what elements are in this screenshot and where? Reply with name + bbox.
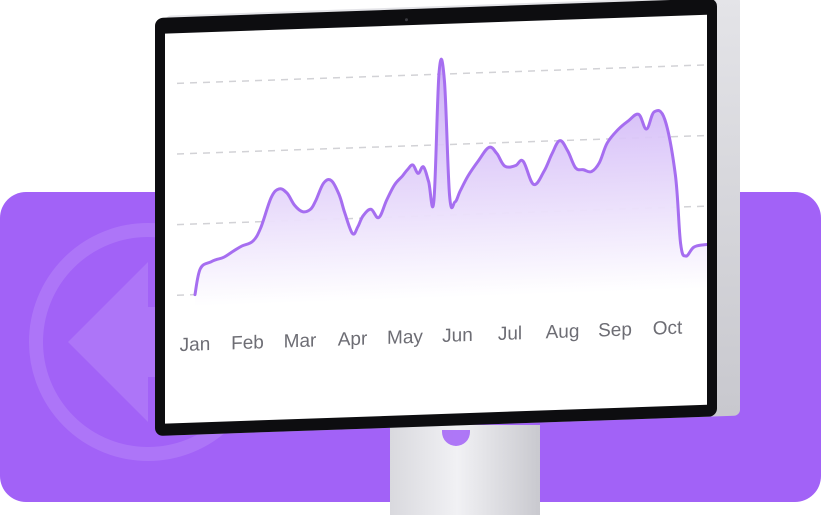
series-line — [193, 57, 707, 297]
monitor-bezel: Jan Feb Mar Apr May Jun Jul Aug Sep Oct — [155, 0, 717, 436]
x-tick-label-feb: Feb — [231, 332, 264, 354]
x-tick-label-sep: Sep — [598, 319, 632, 341]
x-tick-label-apr: Apr — [338, 329, 368, 351]
series-area — [195, 59, 707, 307]
stand-cutout — [442, 430, 470, 446]
x-tick-label-oct: Oct — [653, 318, 683, 340]
x-tick-label-jan: Jan — [180, 334, 211, 356]
monitor-screen: Jan Feb Mar Apr May Jun Jul Aug Sep Oct — [165, 14, 707, 424]
monitor: Jan Feb Mar Apr May Jun Jul Aug Sep Oct — [155, 0, 740, 436]
x-axis-ticks: Jan Feb Mar Apr May Jun Jul Aug Sep Oct — [180, 318, 683, 357]
x-tick-label-may: May — [387, 327, 423, 349]
x-tick-label-jul: Jul — [498, 323, 522, 345]
x-tick-label-jun: Jun — [442, 325, 473, 347]
area-chart: Jan Feb Mar Apr May Jun Jul Aug Sep Oct — [177, 57, 707, 357]
x-tick-label-mar: Mar — [284, 330, 317, 352]
x-tick-label-aug: Aug — [546, 321, 580, 343]
camera-dot — [405, 18, 408, 22]
